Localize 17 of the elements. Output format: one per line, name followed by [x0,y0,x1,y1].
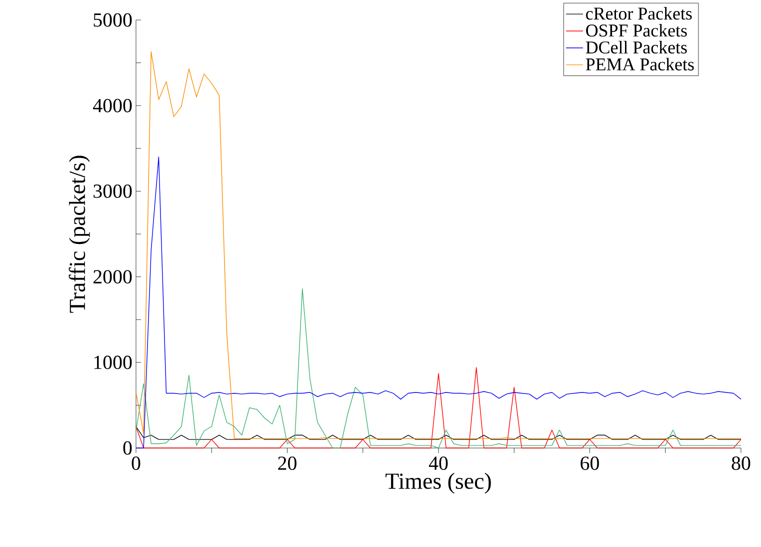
x-tick-label: 20 [278,456,296,470]
x-tick-label: 0 [132,456,140,470]
legend-label: PEMA Packets [586,58,694,70]
x-tick-label: 40 [428,456,448,470]
y-tick-label: 0 [123,441,132,455]
legend-label: cRetor Packets [586,7,692,20]
x-tick-label: 60 [580,456,599,470]
y-tick-label: 2000 [94,270,132,284]
y-tick-label: 3000 [94,184,132,198]
y-axis-title: Traffic (packet/s) [68,156,90,313]
y-tick-label: 5000 [94,13,132,27]
legend-label: DCell Packets [586,40,687,54]
y-tick-label: 4000 [93,98,132,112]
legend-label: OSPF Packets [586,24,687,37]
x-tick-label: 80 [732,456,750,470]
x-axis-title: Times (sec) [386,472,491,494]
y-tick-label: 1000 [94,356,132,370]
